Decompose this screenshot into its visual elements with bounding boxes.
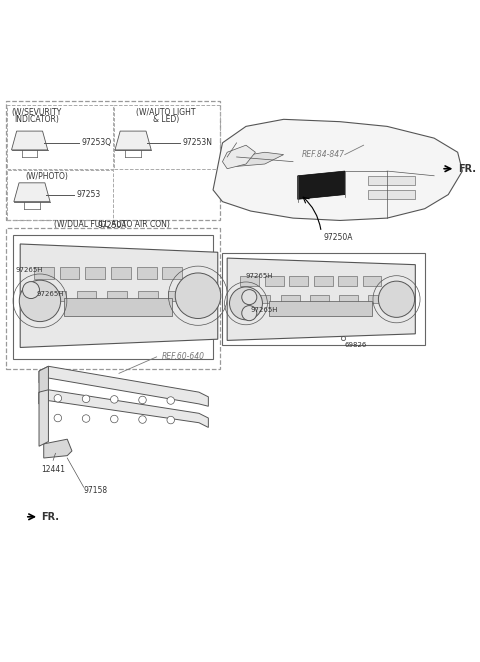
Text: 97265H: 97265H — [251, 307, 278, 313]
Circle shape — [54, 414, 61, 422]
Circle shape — [19, 280, 60, 322]
Bar — [6, 101, 220, 220]
Bar — [6, 228, 220, 369]
Text: REF.84-847: REF.84-847 — [302, 150, 345, 159]
Bar — [138, 291, 157, 301]
Bar — [222, 254, 425, 345]
Polygon shape — [20, 244, 218, 348]
Text: (W/PHOTO): (W/PHOTO) — [25, 173, 68, 181]
Text: 12441: 12441 — [41, 465, 65, 474]
Bar — [368, 190, 415, 199]
Polygon shape — [115, 131, 151, 150]
Bar — [107, 291, 127, 301]
PathPatch shape — [44, 439, 72, 458]
Bar — [338, 276, 357, 286]
PathPatch shape — [39, 390, 48, 446]
Bar — [13, 234, 213, 359]
Circle shape — [110, 396, 118, 403]
Text: (W/AUTO LIGHT: (W/AUTO LIGHT — [136, 107, 196, 117]
Circle shape — [82, 395, 90, 402]
PathPatch shape — [39, 390, 208, 428]
Bar — [281, 295, 300, 303]
Bar — [339, 295, 358, 303]
Circle shape — [378, 281, 415, 317]
Bar — [269, 301, 372, 316]
Text: 97253N: 97253N — [182, 138, 213, 148]
Text: 97265H: 97265H — [36, 291, 64, 297]
Circle shape — [139, 396, 146, 404]
Circle shape — [167, 416, 175, 424]
Polygon shape — [227, 258, 415, 340]
Circle shape — [23, 281, 39, 299]
Text: FR.: FR. — [41, 512, 60, 522]
Text: 97253: 97253 — [77, 190, 101, 199]
Circle shape — [175, 273, 221, 318]
Text: INDICATOR): INDICATOR) — [14, 115, 59, 124]
Bar — [111, 267, 131, 279]
Bar — [289, 276, 308, 286]
Text: 97250A: 97250A — [97, 221, 127, 230]
Circle shape — [242, 306, 257, 320]
Text: (W/SEVURITY: (W/SEVURITY — [12, 107, 62, 117]
Bar — [64, 298, 172, 316]
PathPatch shape — [39, 366, 48, 404]
Bar — [46, 291, 66, 301]
Text: 97158: 97158 — [84, 487, 108, 495]
Bar — [114, 105, 220, 169]
Bar — [137, 267, 156, 279]
PathPatch shape — [298, 171, 345, 199]
Bar — [168, 291, 188, 301]
Bar — [7, 169, 113, 220]
Text: & LED): & LED) — [153, 115, 179, 124]
Text: REF.60-640: REF.60-640 — [161, 352, 204, 361]
Text: 97253Q: 97253Q — [81, 138, 111, 148]
Bar — [240, 276, 259, 286]
Bar — [265, 276, 284, 286]
Text: 97265H: 97265H — [16, 267, 43, 273]
PathPatch shape — [222, 145, 255, 169]
Bar — [368, 295, 387, 303]
PathPatch shape — [213, 119, 462, 220]
Bar — [7, 105, 113, 169]
Bar — [60, 267, 80, 279]
Bar — [310, 295, 329, 303]
Bar — [368, 176, 415, 185]
Text: (W/DUAL FULL AUTO AIR CON): (W/DUAL FULL AUTO AIR CON) — [54, 220, 170, 229]
Circle shape — [54, 395, 61, 402]
Polygon shape — [14, 183, 50, 202]
Bar — [363, 276, 382, 286]
PathPatch shape — [237, 152, 284, 166]
Text: 69826: 69826 — [345, 342, 367, 348]
Bar — [34, 267, 54, 279]
Bar — [314, 276, 333, 286]
Circle shape — [167, 397, 175, 404]
Bar — [162, 267, 182, 279]
Circle shape — [242, 289, 257, 305]
Text: 97265H: 97265H — [246, 273, 274, 279]
Bar — [85, 267, 105, 279]
PathPatch shape — [39, 366, 208, 406]
Text: FR.: FR. — [457, 164, 476, 173]
Bar — [252, 295, 270, 303]
Text: 97250A: 97250A — [324, 233, 353, 242]
Circle shape — [110, 415, 118, 423]
Bar — [76, 291, 96, 301]
Circle shape — [229, 287, 263, 320]
Circle shape — [139, 416, 146, 423]
Polygon shape — [12, 131, 48, 150]
Circle shape — [82, 415, 90, 422]
